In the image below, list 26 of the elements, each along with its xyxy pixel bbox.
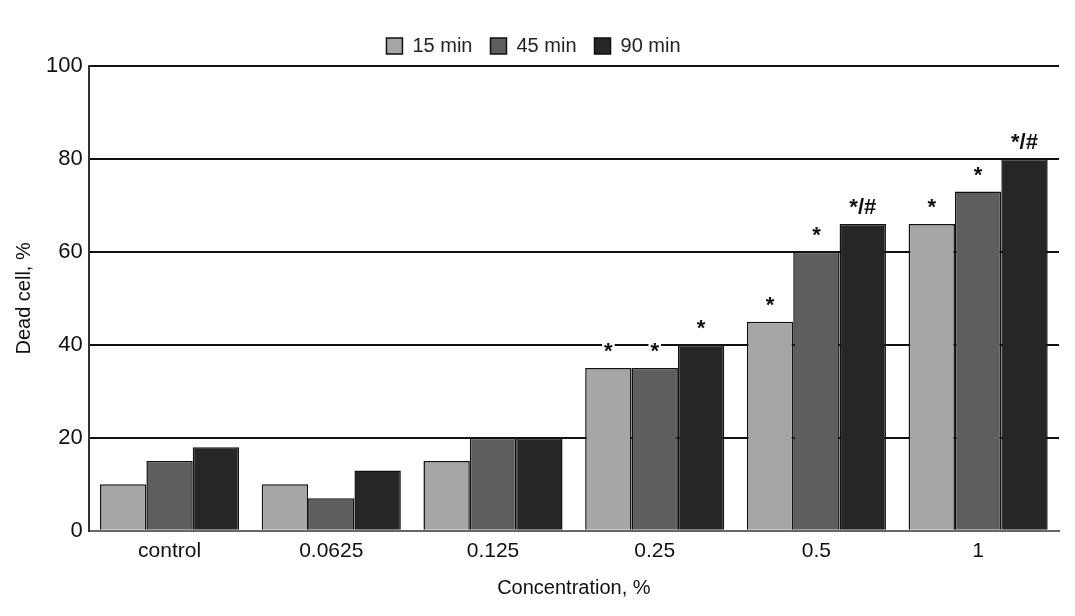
y-axis-title: Dead cell, %: [11, 242, 34, 355]
y-tick-label: 60: [58, 237, 83, 263]
data-label: *: [604, 338, 614, 364]
data-label: *: [696, 314, 706, 340]
x-tick-label: 0.5: [801, 538, 832, 562]
data-label: *: [973, 161, 983, 187]
y-tick-label: 0: [70, 516, 83, 542]
y-tick-label: 20: [58, 423, 83, 449]
y-tick-label: 80: [58, 145, 83, 171]
data-label: */#: [849, 194, 877, 220]
x-tick-label: 0.0625: [299, 538, 364, 562]
x-tick-label: control: [138, 538, 202, 562]
y-tick-label: 40: [58, 330, 83, 356]
x-axis-title: Concentration, %: [497, 575, 651, 598]
legend-label: 15 min: [412, 33, 473, 56]
x-tick-label: 0.25: [634, 538, 676, 562]
x-tick-label: 1: [972, 538, 984, 562]
data-label: *: [650, 338, 660, 364]
data-label: *: [812, 221, 822, 247]
legend-label: 90 min: [620, 33, 681, 56]
data-label: *: [927, 194, 937, 220]
x-tick-label: 0.125: [466, 538, 520, 562]
data-label: */#: [1011, 129, 1038, 155]
data-label: *: [765, 291, 775, 317]
y-tick-label: 100: [45, 52, 83, 78]
legend-label: 45 min: [516, 33, 577, 56]
